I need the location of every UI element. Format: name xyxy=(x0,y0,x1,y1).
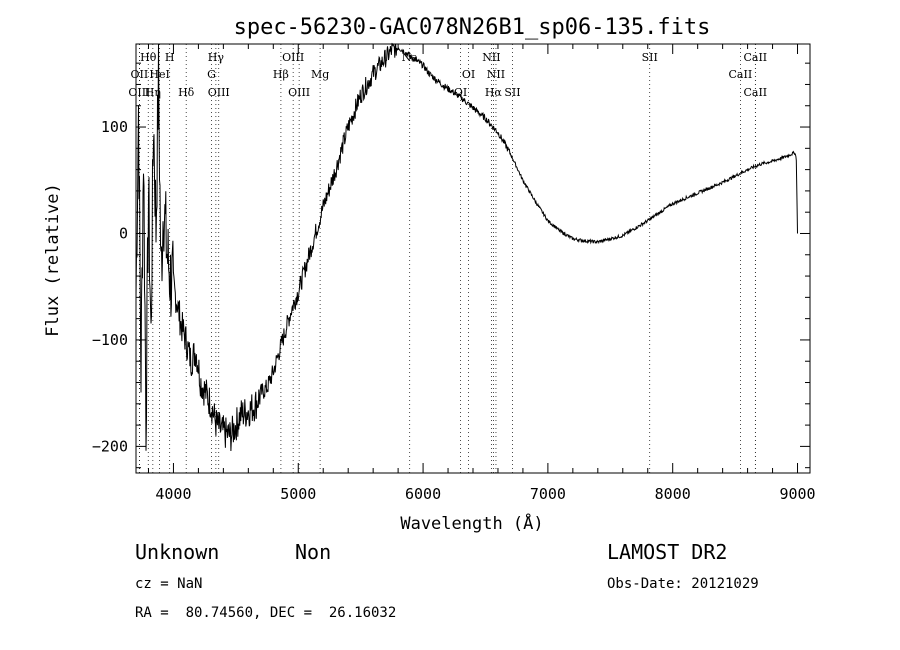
emission-line-label: Mg xyxy=(311,68,329,81)
redshift-readout: cz = NaN xyxy=(135,576,203,592)
emission-line-label: OIII xyxy=(282,51,304,64)
emission-line-label: SII xyxy=(642,51,658,64)
emission-line-label: H xyxy=(165,51,175,64)
emission-line-label: Hη xyxy=(145,86,161,99)
axis-ticks: 4000 5000 6000 7000 8000 9000 −200 −100 0 100 xyxy=(92,44,816,503)
y-tick-label: 0 xyxy=(119,224,128,242)
emission-line-label: SII xyxy=(504,86,520,99)
emission-line-label: G xyxy=(207,68,216,81)
x-tick-label: 8000 xyxy=(655,485,691,503)
emission-line-label: Hα xyxy=(485,86,503,99)
y-tick-label: 100 xyxy=(101,118,128,136)
spectral-class: Unknown xyxy=(135,540,220,564)
x-tick-label: 7000 xyxy=(530,485,566,503)
y-tick-label: −200 xyxy=(92,437,128,455)
coordinates-readout: RA = 80.74560, DEC = 26.16032 xyxy=(135,605,397,621)
emission-line-label: Na xyxy=(402,51,419,64)
emission-line-label: Hδ xyxy=(178,86,195,99)
spectral-subclass: Non xyxy=(295,540,332,564)
emission-line-label: NII xyxy=(482,51,500,64)
chart-title: spec-56230-GAC078N26B1_sp06-135.fits xyxy=(234,15,711,40)
spectrum-series xyxy=(135,42,798,452)
x-tick-label: 9000 xyxy=(779,485,815,503)
x-tick-label: 5000 xyxy=(280,485,316,503)
emission-line-label: OI xyxy=(462,68,475,81)
emission-line-label: CaII xyxy=(743,51,767,64)
emission-line-label: Hθ xyxy=(140,51,157,64)
emission-line-label: OIII xyxy=(288,86,310,99)
emission-line-label: OI xyxy=(454,86,467,99)
x-tick-label: 4000 xyxy=(155,485,191,503)
emission-line-label: OII xyxy=(131,68,149,81)
emission-line-label: OIII xyxy=(208,86,230,99)
spectrum-line xyxy=(135,42,798,452)
emission-line-label: HeI xyxy=(149,68,169,81)
observation-date: Obs-Date: 20121029 xyxy=(607,576,759,592)
emission-line-label: OIII xyxy=(128,86,150,99)
emission-line-label: Hβ xyxy=(273,68,289,81)
survey-name: LAMOST DR2 xyxy=(607,540,728,564)
x-tick-label: 6000 xyxy=(405,485,441,503)
emission-line-label: CaII xyxy=(743,86,767,99)
emission-line-markers xyxy=(139,44,756,473)
emission-line-label: CaII xyxy=(729,68,753,81)
emission-line-label: NII xyxy=(487,68,505,81)
x-axis-label: Wavelength (Å) xyxy=(400,512,543,534)
emission-line-label: Hγ xyxy=(208,51,225,64)
y-tick-label: −100 xyxy=(92,331,128,349)
y-axis-label: Flux (relative) xyxy=(43,183,63,337)
